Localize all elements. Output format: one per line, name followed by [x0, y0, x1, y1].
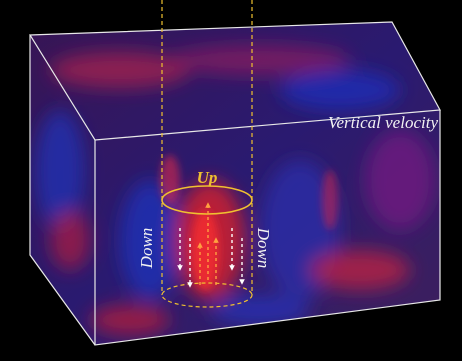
- field-label: Vertical velocity: [328, 113, 438, 132]
- volume-figure: Vertical velocity Up Down Down: [0, 0, 462, 361]
- up-label: Up: [197, 168, 218, 187]
- down-label-right: Down: [254, 227, 273, 269]
- down-label-left: Down: [137, 228, 156, 270]
- page: Vertical velocity Up Down Down (() => { …: [0, 0, 462, 361]
